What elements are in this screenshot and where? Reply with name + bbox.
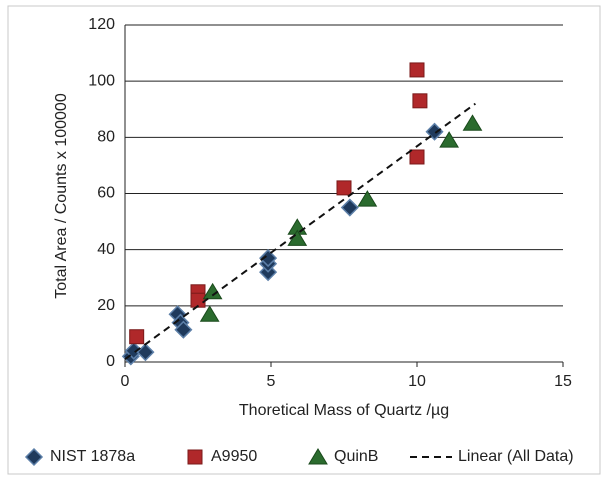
legend-symbol — [187, 449, 203, 465]
trendline — [124, 102, 476, 360]
point — [409, 149, 425, 165]
point — [136, 343, 155, 362]
point — [412, 93, 428, 109]
legend-symbol — [24, 447, 44, 467]
legend-label: Linear (All Data) — [458, 448, 574, 465]
y-tick-label: 60 — [97, 185, 115, 202]
point — [259, 249, 278, 268]
legend-label: QuinB — [334, 448, 378, 465]
point — [199, 305, 220, 322]
point — [462, 114, 483, 131]
point — [357, 190, 378, 207]
point — [174, 320, 193, 339]
y-tick-label: 40 — [97, 241, 115, 258]
point — [336, 180, 352, 196]
legend-label: NIST 1878a — [50, 448, 135, 465]
y-tick-label: 20 — [97, 297, 115, 314]
point — [409, 62, 425, 78]
point — [202, 282, 223, 300]
y-tick-label: 80 — [97, 129, 115, 146]
y-tick-label: 100 — [88, 72, 115, 89]
x-tick-label: 0 — [121, 373, 130, 390]
legend-label: A9950 — [211, 448, 257, 465]
x-tick-label: 15 — [554, 373, 572, 390]
x-tick-label: 5 — [267, 373, 276, 390]
legend-symbol — [308, 448, 328, 465]
point — [439, 131, 460, 148]
y-axis-label: Total Area / Counts x 100000 — [53, 93, 70, 299]
point — [340, 198, 359, 217]
chart-frame — [7, 5, 601, 475]
x-tick-label: 10 — [408, 373, 426, 390]
point — [129, 329, 145, 345]
y-tick-label: 0 — [106, 353, 115, 370]
x-axis-label: Thoretical Mass of Quartz /µg — [239, 402, 449, 419]
y-tick-label: 120 — [88, 16, 115, 33]
